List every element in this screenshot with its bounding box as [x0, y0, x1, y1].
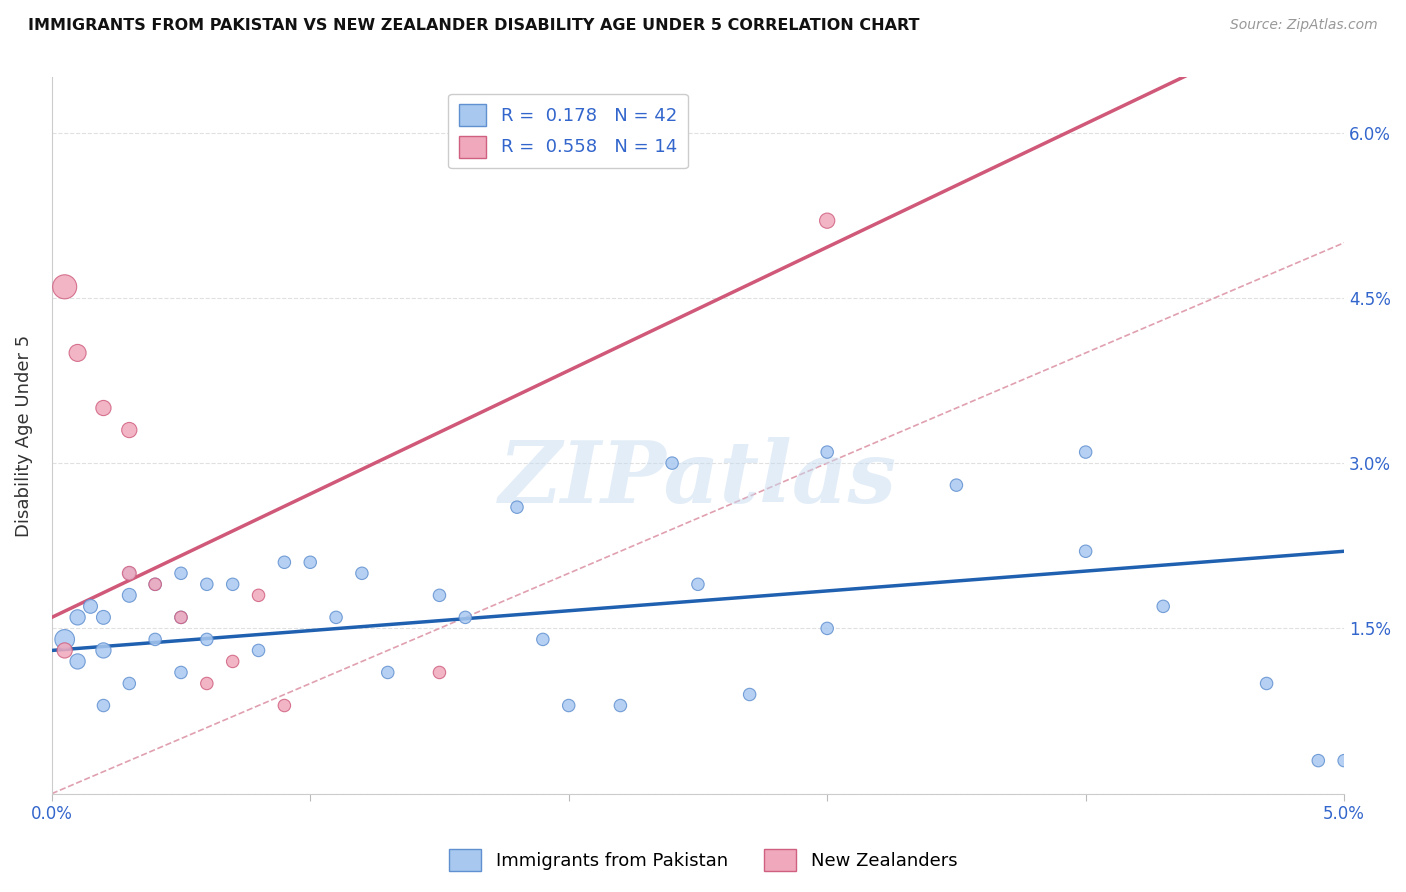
Point [738, 688, 761, 702]
Point [221, 655, 243, 669]
Legend: R =  0.178   N = 42, R =  0.558   N = 14: R = 0.178 N = 42, R = 0.558 N = 14 [449, 94, 688, 169]
Point [93, 643, 115, 657]
Point [53, 632, 76, 647]
Text: IMMIGRANTS FROM PAKISTAN VS NEW ZEALANDER DISABILITY AGE UNDER 5 CORRELATION CHA: IMMIGRANTS FROM PAKISTAN VS NEW ZEALANDE… [28, 18, 920, 33]
Point [273, 698, 295, 713]
Point [93, 698, 115, 713]
Text: ZIPatlas: ZIPatlas [499, 437, 897, 520]
Point [118, 566, 141, 581]
Point [195, 632, 218, 647]
Point [1256, 676, 1278, 690]
Point [350, 566, 373, 581]
Point [93, 610, 115, 624]
Point [557, 698, 579, 713]
Point [661, 456, 683, 470]
Point [170, 665, 193, 680]
Point [273, 555, 295, 569]
Point [531, 632, 554, 647]
Point [93, 401, 115, 415]
Point [66, 610, 89, 624]
Point [143, 632, 166, 647]
Point [170, 566, 193, 581]
Point [609, 698, 631, 713]
Point [506, 500, 529, 515]
Point [1152, 599, 1174, 614]
Point [66, 655, 89, 669]
Point [118, 566, 141, 581]
Point [945, 478, 967, 492]
Point [429, 588, 451, 602]
Point [118, 676, 141, 690]
Point [170, 610, 193, 624]
Point [195, 676, 218, 690]
Y-axis label: Disability Age Under 5: Disability Age Under 5 [15, 334, 32, 537]
Point [454, 610, 477, 624]
Point [247, 588, 270, 602]
Point [143, 577, 166, 591]
Point [79, 599, 101, 614]
Point [195, 577, 218, 591]
Point [815, 445, 838, 459]
Legend: Immigrants from Pakistan, New Zealanders: Immigrants from Pakistan, New Zealanders [441, 842, 965, 879]
Text: Source: ZipAtlas.com: Source: ZipAtlas.com [1230, 18, 1378, 32]
Point [429, 665, 451, 680]
Point [53, 643, 76, 657]
Point [247, 643, 270, 657]
Point [1074, 445, 1097, 459]
Point [815, 621, 838, 635]
Point [66, 346, 89, 360]
Point [325, 610, 347, 624]
Point [686, 577, 709, 591]
Point [118, 588, 141, 602]
Point [299, 555, 322, 569]
Point [377, 665, 399, 680]
Point [1074, 544, 1097, 558]
Point [1308, 754, 1330, 768]
Point [53, 280, 76, 294]
Point [815, 213, 838, 227]
Point [170, 610, 193, 624]
Point [118, 423, 141, 437]
Point [1333, 754, 1355, 768]
Point [143, 577, 166, 591]
Point [221, 577, 243, 591]
